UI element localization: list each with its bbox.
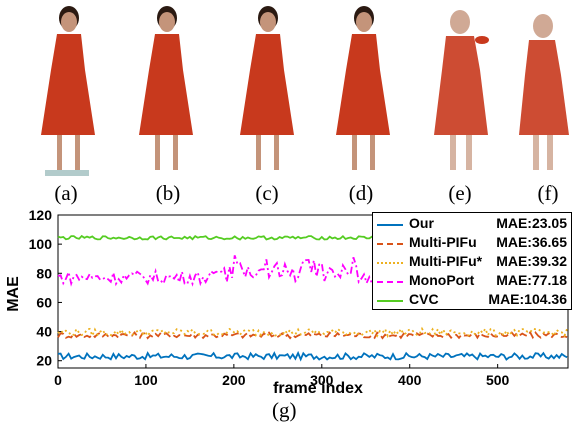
x-tick-label: 400	[398, 372, 422, 388]
x-tick-label: 0	[54, 372, 62, 388]
legend-swatch	[377, 262, 403, 264]
legend-mae-value: MAE:36.65	[496, 234, 567, 250]
person-render-icon	[336, 6, 390, 170]
person-render-icon	[41, 6, 95, 176]
panel-label-f: (f)	[537, 181, 559, 205]
legend-entry-monoport: MonoPort MAE:77.18	[373, 272, 571, 290]
y-tick-label: 20	[36, 353, 52, 369]
legend-swatch	[377, 300, 403, 302]
legend-swatch	[377, 243, 403, 245]
person-render-icon	[240, 6, 294, 170]
legend-series-name: Multi-PIFu*	[409, 253, 483, 269]
x-tick-label: 300	[310, 372, 334, 388]
legend-series-name: MonoPort	[409, 272, 475, 288]
legend-mae-value: MAE:39.32	[496, 253, 567, 269]
legend-mae-value: MAE:104.36	[488, 291, 567, 307]
x-axis-label: frame index	[273, 380, 363, 397]
legend-swatch	[377, 281, 403, 283]
legend-series-name: CVC	[409, 291, 439, 307]
panel-e	[422, 0, 502, 200]
panel-label-c: (c)	[255, 181, 279, 205]
panel-label-b: (b)	[155, 181, 181, 205]
y-tick-label: 40	[36, 324, 52, 340]
mae-line-chart: 0 100 200 300 400 500 20 40 60 80 100 120 frame ind…	[5, 207, 569, 397]
series-line-multi-pifu-	[57, 326, 568, 339]
panel-b	[125, 0, 205, 200]
chart-axes: 0 100 200 300 400 500 20 40 60 80 100 120	[29, 207, 569, 388]
panel-label-d: (d)	[348, 181, 374, 205]
y-tick-label: 120	[29, 207, 53, 223]
legend-entry-multi-pifu-star: Multi-PIFu* MAE:39.32	[373, 253, 571, 271]
legend-entry-cvc: CVC MAE:104.36	[373, 291, 571, 309]
y-tick-label: 100	[29, 236, 53, 252]
panel-label-e: (e)	[448, 181, 472, 205]
chart-legend: Our MAE:23.05 Multi-PIFu MAE:36.65 Multi…	[372, 212, 572, 310]
legend-mae-value: MAE:77.18	[496, 272, 567, 288]
panel-f	[515, 0, 573, 200]
person-render-icon	[519, 14, 569, 170]
legend-swatch	[377, 224, 403, 226]
series-line-our	[57, 350, 568, 362]
person-render-icon	[139, 6, 193, 170]
figure-label-g: (g)	[272, 398, 297, 422]
panel-label-a: (a)	[54, 181, 78, 205]
person-render-icon	[434, 10, 489, 170]
x-tick-label: 200	[222, 372, 246, 388]
legend-mae-value: MAE:23.05	[496, 215, 567, 231]
panel-a	[27, 0, 107, 200]
y-axis-label: MAE	[5, 276, 22, 312]
x-tick-label: 100	[134, 372, 158, 388]
legend-series-name: Multi-PIFu	[409, 234, 477, 250]
x-tick-label: 500	[486, 372, 510, 388]
series-line-multi-pifu	[57, 330, 568, 340]
legend-entry-multi-pifu: Multi-PIFu MAE:36.65	[373, 234, 571, 252]
panel-c	[226, 0, 306, 200]
panel-d	[322, 0, 402, 200]
legend-series-name: Our	[409, 215, 434, 231]
y-tick-label: 60	[36, 294, 52, 310]
legend-entry-our: Our MAE:23.05	[373, 215, 571, 233]
y-tick-label: 80	[36, 265, 52, 281]
